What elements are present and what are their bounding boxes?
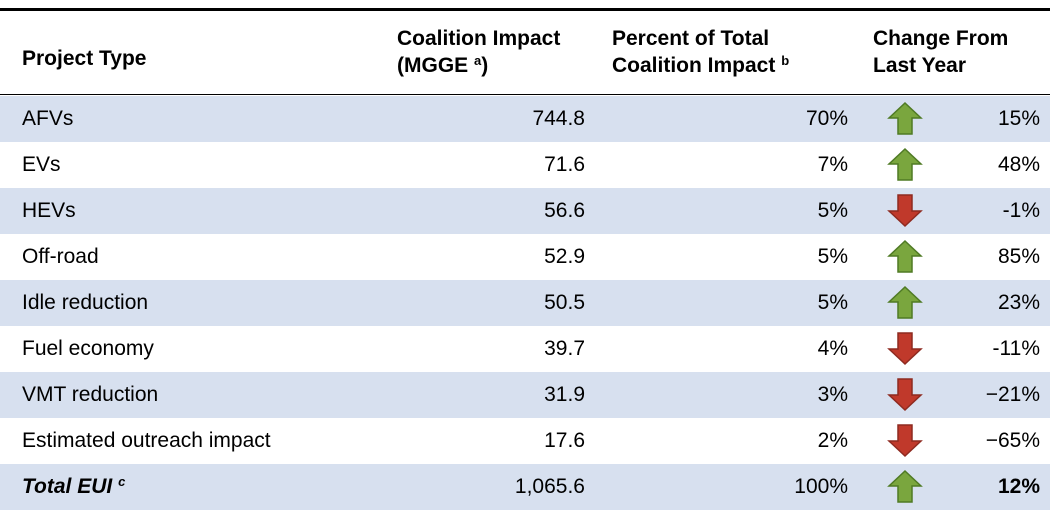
header-line: Last Year: [873, 52, 1008, 79]
header-line: (MGGE a): [397, 52, 560, 79]
header-line: Coalition Impact: [397, 25, 560, 52]
type-text: Estimated outreach impact: [22, 429, 271, 452]
header-text: Change From: [873, 27, 1009, 50]
table-row: Total EUI c 1,065.6 100% 12%: [0, 464, 1050, 510]
cell-change: 12%: [997, 475, 1040, 498]
type-text: Fuel economy: [22, 337, 154, 360]
type-text: Total EUI: [22, 475, 113, 498]
cell-type: Off-road: [22, 234, 99, 280]
header-text: (MGGE: [397, 54, 469, 77]
footnote-mark: c: [118, 474, 126, 489]
type-text: AFVs: [22, 107, 74, 130]
cell-type: Estimated outreach impact: [22, 418, 271, 464]
header-line: Percent of Total: [612, 25, 789, 52]
cell-percent: 7%: [817, 153, 848, 176]
cell-type: Total EUI c: [22, 464, 125, 510]
type-text: Off-road: [22, 245, 99, 268]
table-row: EVs 71.6 7% 48%: [0, 142, 1050, 188]
table-row: Off-road 52.9 5% 85%: [0, 234, 1050, 280]
header-text: Coalition Impact: [397, 27, 561, 50]
type-text: VMT reduction: [22, 383, 159, 406]
arrow-up: [887, 101, 923, 135]
header-line: Coalition Impact b: [612, 52, 789, 79]
arrow-up: [887, 469, 923, 503]
cell-change: -1%: [1002, 199, 1040, 222]
cell-change: −21%: [985, 383, 1040, 406]
header-cell: Percent of Total Coalition Impact b: [612, 25, 789, 79]
top-rule: [0, 8, 1050, 11]
cell-percent: 5%: [817, 245, 848, 268]
cell-change: 23%: [997, 291, 1040, 314]
header-text: Percent of Total: [612, 27, 770, 50]
cell-change: 15%: [997, 107, 1040, 130]
header-text: ): [481, 54, 489, 77]
cell-type: VMT reduction: [22, 372, 158, 418]
arrow-up: [887, 147, 923, 181]
table-row: HEVs 56.6 5% -1%: [0, 188, 1050, 234]
cell-type: AFVs: [22, 96, 73, 142]
arrow-up: [887, 239, 923, 273]
cell-percent: 5%: [817, 291, 848, 314]
header-line: Change From: [873, 25, 1008, 52]
table-row: Estimated outreach impact 17.6 2% −65%: [0, 418, 1050, 464]
footnote-mark: a: [474, 53, 482, 68]
cell-change: −65%: [985, 429, 1040, 452]
type-text: Idle reduction: [22, 291, 149, 314]
table-row: Idle reduction 50.5 5% 23%: [0, 280, 1050, 326]
cell-type: HEVs: [22, 188, 76, 234]
cell-change: 48%: [997, 153, 1040, 176]
footnote-mark: b: [781, 53, 790, 68]
arrow-down: [887, 194, 923, 228]
cell-percent: 100%: [794, 475, 848, 498]
cell-impact: 71.6: [544, 153, 585, 176]
table-row: VMT reduction 31.9 3% −21%: [0, 372, 1050, 418]
arrow-down: [887, 332, 923, 366]
cell-percent: 70%: [805, 107, 848, 130]
header-cell: Change From Last Year: [873, 25, 1008, 79]
cell-type: EVs: [22, 142, 61, 188]
cell-percent: 5%: [817, 199, 848, 222]
header-text: Last Year: [873, 54, 967, 77]
header-line: Project Type: [22, 45, 146, 72]
arrow-up: [887, 285, 923, 319]
type-text: EVs: [22, 153, 61, 176]
arrow-down: [887, 378, 923, 412]
cell-impact: 50.5: [544, 291, 585, 314]
cell-percent: 3%: [817, 383, 848, 406]
cell-impact: 52.9: [544, 245, 585, 268]
table-row: Fuel economy 39.7 4% -11%: [0, 326, 1050, 372]
cell-percent: 4%: [817, 337, 848, 360]
cell-impact: 1,065.6: [514, 475, 585, 498]
cell-change: 85%: [997, 245, 1040, 268]
cell-impact: 31.9: [544, 383, 585, 406]
arrow-down: [887, 424, 923, 458]
cell-type: Idle reduction: [22, 280, 148, 326]
header-text: Coalition Impact: [612, 54, 776, 77]
cell-impact: 56.6: [544, 199, 585, 222]
cell-impact: 17.6: [544, 429, 585, 452]
cell-impact: 744.8: [532, 107, 585, 130]
table-row: AFVs 744.8 70% 15%: [0, 96, 1050, 142]
header-cell: Project Type: [22, 45, 146, 72]
header-rule: [0, 94, 1050, 95]
header-text: Project Type: [22, 47, 147, 70]
type-text: HEVs: [22, 199, 76, 222]
header-cell: Coalition Impact (MGGE a): [397, 25, 560, 79]
cell-type: Fuel economy: [22, 326, 154, 372]
cell-impact: 39.7: [544, 337, 585, 360]
cell-percent: 2%: [817, 429, 848, 452]
cell-change: -11%: [992, 337, 1040, 360]
